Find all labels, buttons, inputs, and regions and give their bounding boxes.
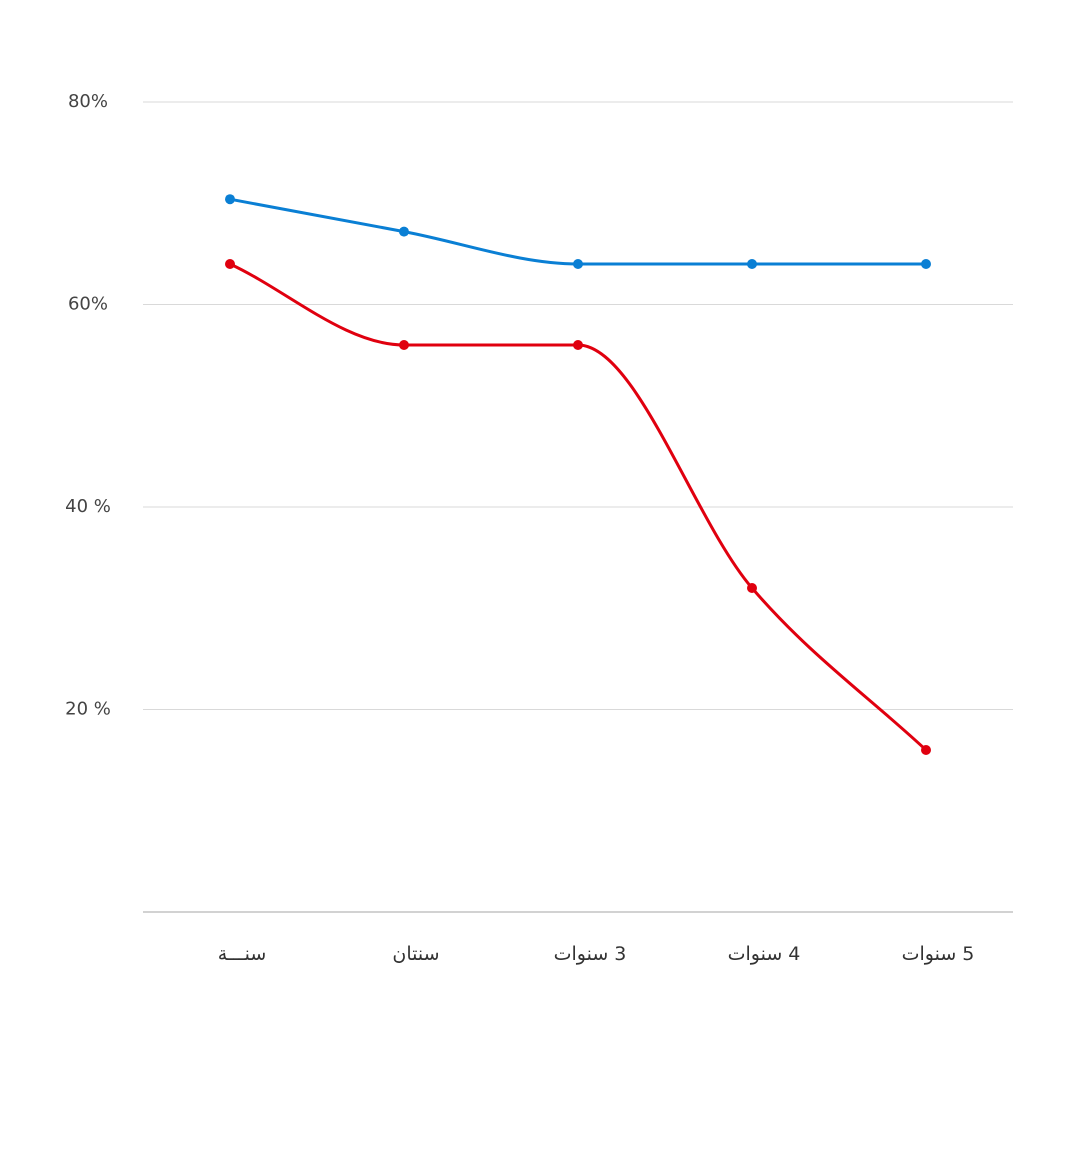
- x-tick-label: 3 سنوات: [554, 943, 627, 965]
- y-tick-label: 80%: [68, 91, 108, 112]
- data-point: [921, 259, 931, 269]
- y-axis-labels: 80% 60% 40 % 20 %: [65, 91, 111, 720]
- data-point: [921, 745, 931, 755]
- x-tick-label: 5 سنوات: [902, 943, 975, 965]
- y-tick-label: 20 %: [65, 699, 111, 720]
- x-tick-label: 4 سنوات: [728, 943, 801, 965]
- grid-lines: [143, 101, 1013, 913]
- data-point: [399, 226, 409, 237]
- data-point: [573, 259, 583, 269]
- series-line: [228, 262, 928, 752]
- data-point: [225, 194, 235, 205]
- data-point: [747, 583, 757, 593]
- data-point: [573, 340, 583, 350]
- x-tick-label: سنـــة: [218, 943, 267, 965]
- series-line: [228, 197, 928, 266]
- data-point: [225, 259, 235, 269]
- x-tick-label: سنتان: [392, 943, 439, 965]
- series-2: [225, 259, 931, 755]
- series-group: [225, 194, 931, 755]
- series-1: [225, 194, 931, 269]
- y-tick-label: 40 %: [65, 496, 111, 517]
- y-tick-label: 60%: [68, 294, 108, 315]
- x-axis-labels: سنـــة سنتان 3 سنوات 4 سنوات 5 سنوات: [218, 943, 975, 965]
- data-point: [747, 259, 757, 269]
- data-point: [399, 340, 409, 350]
